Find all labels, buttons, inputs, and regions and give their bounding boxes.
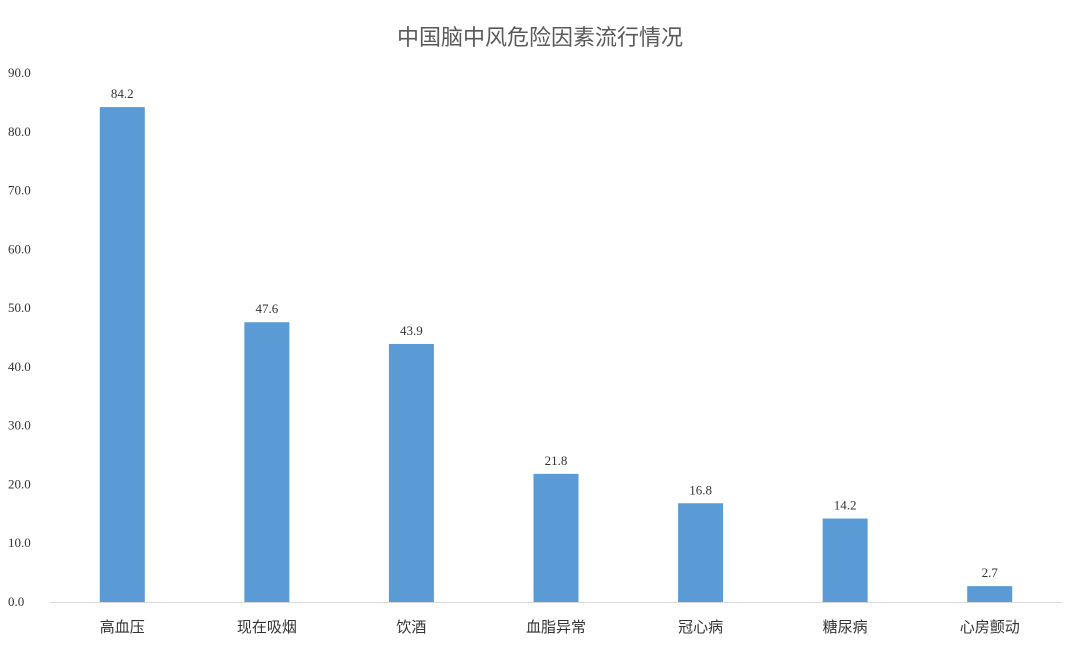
x-category-label: 心房颤动 [960, 618, 1020, 636]
bar [533, 473, 579, 602]
bar [678, 503, 724, 602]
y-tick-label: 80.0 [8, 124, 31, 139]
x-category-label: 冠心病 [678, 618, 723, 636]
y-tick-label: 90.0 [8, 65, 31, 80]
y-tick-label: 70.0 [8, 183, 31, 198]
y-tick-label: 0.0 [8, 594, 24, 609]
x-category-label: 饮酒 [396, 618, 426, 636]
bar [99, 107, 145, 602]
data-label: 21.8 [545, 453, 568, 468]
y-tick-label: 10.0 [8, 535, 31, 550]
data-label: 43.9 [400, 323, 423, 338]
y-tick-label: 30.0 [8, 418, 31, 433]
bar [967, 586, 1013, 602]
bar [244, 322, 290, 602]
chart-title: 中国脑中风危险因素流行情况 [396, 26, 683, 51]
x-category-label: 血脂异常 [526, 618, 586, 636]
y-tick-label: 40.0 [8, 359, 31, 374]
data-label: 14.2 [834, 498, 857, 513]
bar [388, 343, 434, 602]
bar [822, 518, 868, 602]
data-label: 84.2 [111, 86, 134, 101]
x-category-label: 糖尿病 [823, 618, 868, 636]
data-label: 16.8 [689, 482, 712, 497]
data-label: 47.6 [255, 301, 278, 316]
y-tick-label: 20.0 [8, 476, 31, 491]
x-category-label: 高血压 [100, 618, 145, 636]
y-tick-label: 60.0 [8, 241, 31, 256]
data-label: 2.7 [982, 565, 999, 580]
x-category-label: 现在吸烟 [237, 618, 297, 636]
y-tick-label: 50.0 [8, 300, 31, 315]
